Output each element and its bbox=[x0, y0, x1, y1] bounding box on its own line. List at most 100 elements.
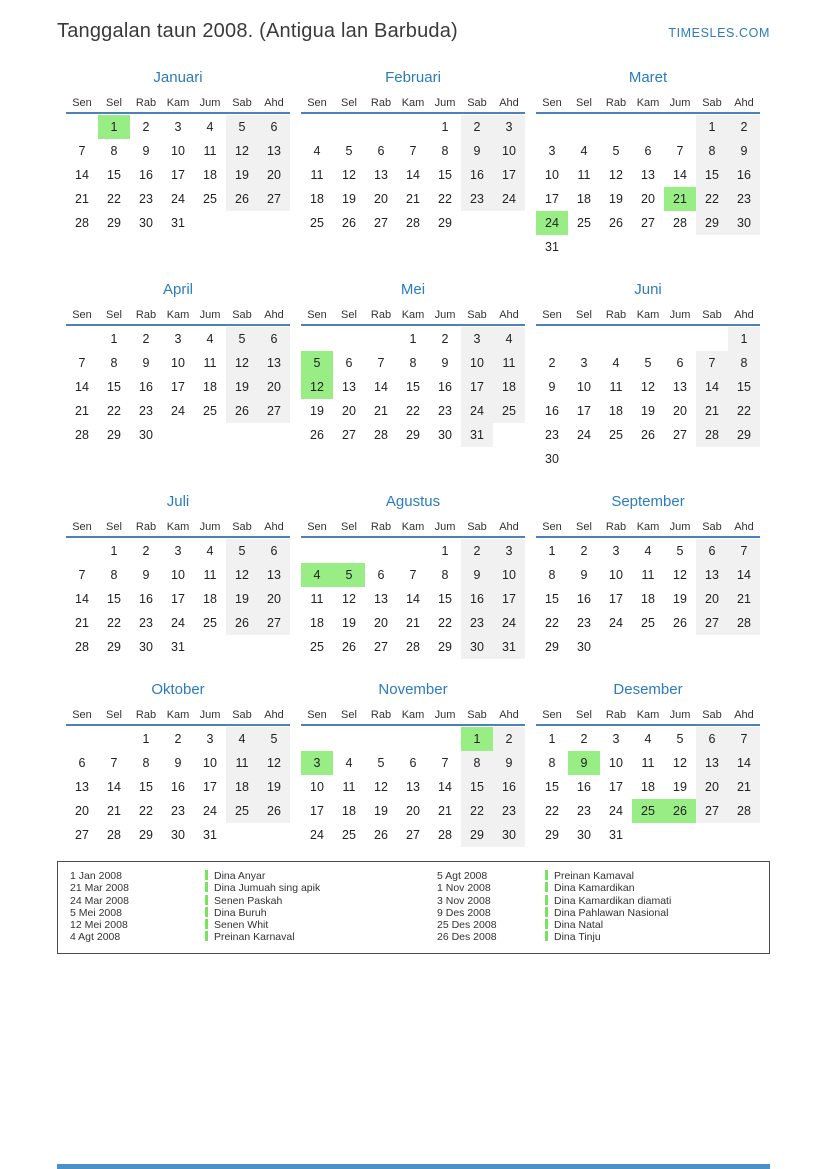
day-cell: 3 bbox=[174, 120, 182, 134]
day-cell: 10 bbox=[577, 380, 591, 394]
day-cell: 30 bbox=[545, 452, 559, 466]
day-cell: 29 bbox=[406, 428, 420, 442]
month-title: Februari bbox=[385, 69, 441, 86]
day-cell: 24 bbox=[171, 404, 185, 418]
day-cell: 18 bbox=[342, 804, 356, 818]
month-title: September bbox=[611, 493, 685, 510]
empty-cell bbox=[66, 539, 98, 563]
weekday-label: Kam bbox=[401, 97, 425, 109]
day-cell: 16 bbox=[577, 780, 591, 794]
day-cell: 17 bbox=[171, 168, 185, 182]
weekday-label: Jum bbox=[434, 309, 456, 321]
day-cell: 6 bbox=[258, 327, 290, 351]
day-cell: 20 bbox=[374, 616, 388, 630]
day-cell: 1 bbox=[409, 332, 417, 346]
day-cell: 6 bbox=[78, 756, 86, 770]
day-cell: 3 bbox=[461, 327, 493, 351]
day-cell: 20 bbox=[673, 404, 687, 418]
empty-cell bbox=[632, 115, 664, 139]
day-cell: 21 bbox=[406, 616, 420, 630]
day-cell: 1 bbox=[110, 544, 118, 558]
day-cell: 10 bbox=[171, 356, 185, 370]
day-cell: 26 bbox=[673, 616, 687, 630]
month-title: Agustus bbox=[385, 493, 441, 510]
day-cell: 18 bbox=[203, 592, 217, 606]
day-cell: 29 bbox=[545, 640, 559, 654]
legend-date: 1 Nov 2008 bbox=[437, 882, 491, 895]
day-cell: 14 bbox=[406, 592, 420, 606]
weekday-label: Sel bbox=[576, 709, 592, 721]
day-cell: 23 bbox=[577, 804, 591, 818]
day-cell: 8 bbox=[110, 144, 118, 158]
empty-cell bbox=[98, 727, 130, 751]
day-cell: 3 bbox=[493, 115, 525, 139]
empty-cell bbox=[568, 115, 600, 139]
day-grid: 1 2 3 4 5 6 7 8 9 10 11 12 13 14 15 16 17 18 19 20 21 22 23 24 2… bbox=[536, 327, 760, 471]
day-cell: 20 bbox=[641, 192, 655, 206]
empty-cell bbox=[333, 539, 365, 563]
weekday-label: Sen bbox=[72, 521, 92, 533]
day-cell: 12 bbox=[301, 375, 333, 399]
weekday-label: Sel bbox=[341, 309, 357, 321]
empty-cell bbox=[397, 727, 429, 751]
legend-date: 12 Mei 2008 bbox=[70, 919, 128, 932]
day-grid: 1 2 3 4 5 6 7 8 9 10 11 12 13 14 15 16 17 18 19 20 21 22 23 24 2… bbox=[301, 327, 525, 447]
weekday-label: Rab bbox=[135, 709, 157, 721]
day-cell: 8 bbox=[441, 568, 449, 582]
day-cell: 26 bbox=[310, 428, 324, 442]
day-cell: 4 bbox=[644, 544, 652, 558]
weekday-label: Ahd bbox=[499, 709, 519, 721]
weekday-label: Sen bbox=[542, 97, 562, 109]
day-cell: 16 bbox=[461, 163, 493, 187]
day-cell: 25 bbox=[203, 404, 217, 418]
day-cell: 30 bbox=[493, 823, 525, 847]
legend-holiday: Dina Kamardikan bbox=[545, 882, 745, 894]
day-cell: 8 bbox=[696, 139, 728, 163]
day-cell: 25 bbox=[609, 428, 623, 442]
day-cell: 16 bbox=[461, 587, 493, 611]
day-cell: 23 bbox=[577, 616, 591, 630]
day-cell: 14 bbox=[406, 168, 420, 182]
site-link[interactable]: TIMESLES.COM bbox=[668, 26, 770, 40]
month-block: Juni Sen Sel Rab Kam Jum Sab Ahd 1 2 3 4 5 6 7 8 9 10 11… bbox=[536, 281, 760, 471]
weekday-label: Ahd bbox=[264, 521, 284, 533]
legend-holiday-name: Dina Buruh bbox=[214, 906, 267, 919]
day-cell: 23 bbox=[139, 616, 153, 630]
month-title: November bbox=[378, 681, 448, 698]
day-cell: 30 bbox=[139, 428, 153, 442]
day-cell: 7 bbox=[377, 356, 385, 370]
day-cell: 19 bbox=[226, 375, 258, 399]
weekday-label: Jum bbox=[199, 309, 221, 321]
day-grid: 1 2 3 4 5 6 7 8 9 10 11 12 13 14 15 16 17 18 19 20 21 22 23 24 2… bbox=[66, 327, 290, 447]
weekday-label: Ahd bbox=[499, 309, 519, 321]
day-cell: 21 bbox=[728, 587, 760, 611]
weekday-label: Ahd bbox=[734, 709, 754, 721]
day-cell: 3 bbox=[612, 732, 620, 746]
empty-cell bbox=[632, 327, 664, 351]
day-grid: 1 2 3 4 5 6 7 8 9 10 11 12 13 14 15 16 17 18 19 20 21 22 23 24 2… bbox=[301, 539, 525, 659]
day-cell: 17 bbox=[171, 380, 185, 394]
day-cell: 12 bbox=[374, 780, 388, 794]
holiday-tick-icon bbox=[205, 931, 208, 942]
weekday-row: Sen Sel Rab Kam Jum Sab Ahd bbox=[536, 709, 760, 726]
day-cell: 14 bbox=[673, 168, 687, 182]
day-cell: 13 bbox=[75, 780, 89, 794]
day-cell: 16 bbox=[438, 380, 452, 394]
day-cell: 4 bbox=[612, 356, 620, 370]
day-cell: 31 bbox=[545, 240, 559, 254]
day-cell: 15 bbox=[696, 163, 728, 187]
day-cell: 14 bbox=[728, 563, 760, 587]
calendar-page: Tanggalan taun 2008. (Antigua lan Barbud… bbox=[57, 20, 770, 954]
day-cell: 17 bbox=[203, 780, 217, 794]
day-cell: 2 bbox=[728, 115, 760, 139]
day-cell: 18 bbox=[310, 192, 324, 206]
day-cell: 4 bbox=[206, 544, 214, 558]
day-cell: 27 bbox=[406, 828, 420, 842]
day-cell: 4 bbox=[580, 144, 588, 158]
weekday-label: Ahd bbox=[734, 97, 754, 109]
empty-cell bbox=[301, 727, 333, 751]
day-cell: 13 bbox=[641, 168, 655, 182]
weekday-row: Sen Sel Rab Kam Jum Sab Ahd bbox=[536, 521, 760, 538]
day-cell: 15 bbox=[139, 780, 153, 794]
